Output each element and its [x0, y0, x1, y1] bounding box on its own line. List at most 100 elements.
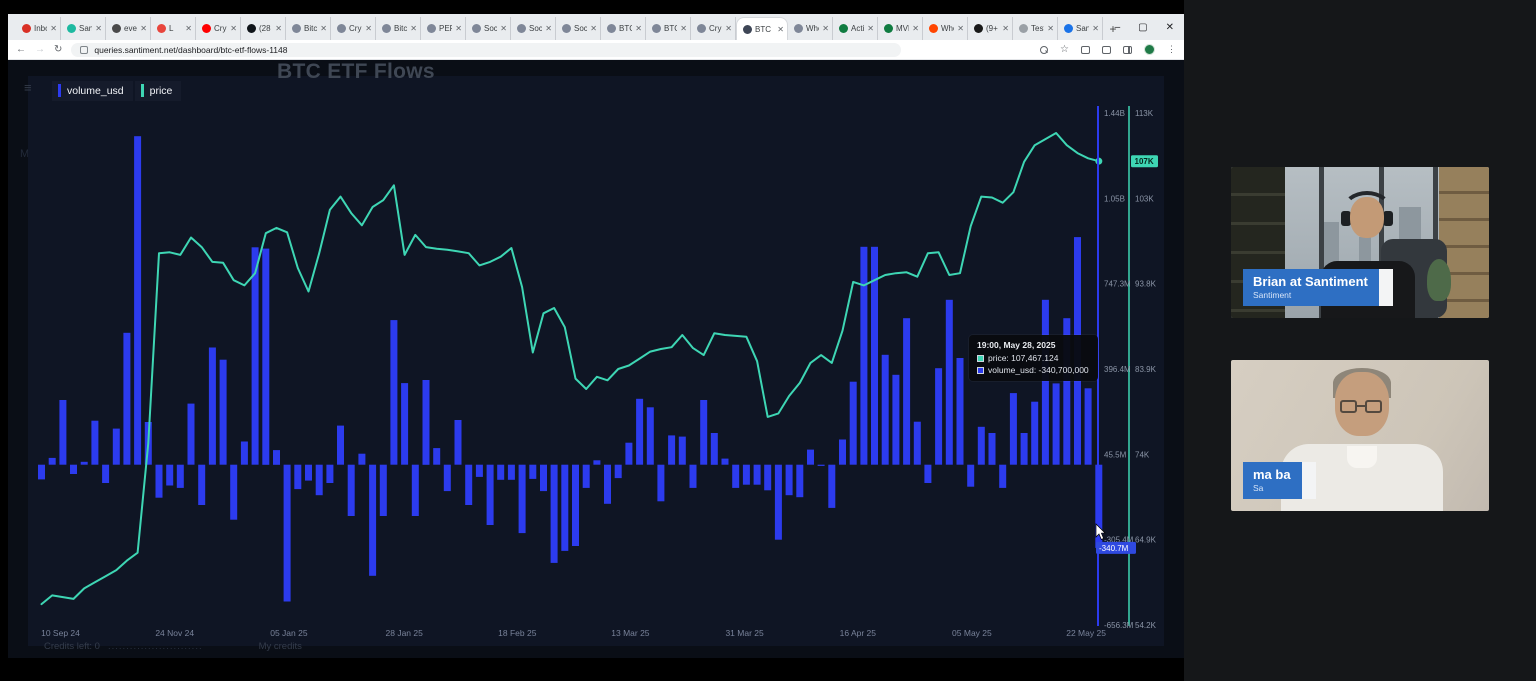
tab-close-icon[interactable]: ✕ — [500, 24, 507, 33]
browser-tab-btc[interactable]: BTC ✕ — [646, 17, 691, 40]
menu-kebab-icon[interactable]: ⋮ — [1167, 44, 1176, 54]
tab-close-icon[interactable]: ✕ — [410, 24, 417, 33]
volume-bar[interactable] — [561, 464, 569, 551]
tab-close-icon[interactable]: ✕ — [590, 24, 597, 33]
tab-close-icon[interactable]: ✕ — [455, 24, 462, 33]
volume-bar[interactable] — [475, 464, 483, 477]
volume-bar[interactable] — [80, 461, 88, 465]
volume-bar[interactable] — [614, 464, 622, 479]
volume-bar[interactable] — [123, 332, 131, 465]
volume-bar[interactable] — [1041, 299, 1049, 465]
browser-tab-(28[interactable]: (28 ✕ — [241, 17, 286, 40]
volume-bar[interactable] — [956, 358, 964, 465]
volume-bar[interactable] — [689, 464, 697, 488]
volume-bar[interactable] — [582, 464, 590, 488]
volume-bar[interactable] — [710, 433, 718, 465]
tab-close-icon[interactable]: ✕ — [140, 24, 147, 33]
volume-bar[interactable] — [913, 421, 921, 465]
volume-bar[interactable] — [518, 464, 526, 534]
tab-close-icon[interactable]: ✕ — [275, 24, 282, 33]
volume-bar[interactable] — [593, 460, 601, 465]
volume-bar[interactable] — [315, 464, 323, 496]
volume-bar[interactable] — [881, 354, 889, 465]
volume-bar[interactable] — [604, 464, 611, 504]
volume-bar[interactable] — [572, 464, 579, 546]
volume-bar[interactable] — [433, 448, 441, 465]
volume-bar[interactable] — [945, 299, 953, 465]
volume-bar[interactable] — [1084, 388, 1092, 465]
volume-bar[interactable] — [198, 464, 206, 505]
volume-bar[interactable] — [1009, 393, 1017, 465]
volume-bar[interactable] — [657, 464, 665, 502]
volume-bar[interactable] — [390, 320, 398, 465]
volume-bar[interactable] — [1031, 401, 1039, 465]
legend-chip-price[interactable]: price — [134, 81, 182, 101]
volume-bar[interactable] — [187, 403, 195, 465]
minimize-button[interactable]: – — [1114, 21, 1121, 33]
browser-tab-soci[interactable]: Soci✕ — [466, 17, 511, 40]
reload-button[interactable]: ↻ — [54, 44, 63, 55]
volume-bar[interactable] — [817, 464, 825, 466]
side-panel-icon[interactable] — [1123, 45, 1132, 54]
volume-bar[interactable] — [540, 464, 547, 492]
volume-bar[interactable] — [454, 420, 462, 465]
volume-bar[interactable] — [102, 464, 110, 483]
volume-bar[interactable] — [721, 458, 729, 465]
volume-bar[interactable] — [283, 464, 291, 602]
volume-bar[interactable] — [273, 450, 280, 465]
video-tile-ma[interactable]: ma ba Sa — [1231, 360, 1489, 511]
tab-close-icon[interactable]: ✕ — [185, 24, 192, 33]
browser-tab-cry[interactable]: Cry ✕ — [196, 17, 241, 40]
tab-close-icon[interactable]: ✕ — [365, 24, 372, 33]
volume-bar[interactable] — [753, 464, 761, 485]
tab-close-icon[interactable]: ✕ — [957, 24, 964, 33]
tab-close-icon[interactable]: ✕ — [1092, 24, 1099, 33]
volume-bar[interactable] — [700, 400, 708, 465]
my-credits-link[interactable]: My credits — [258, 641, 302, 652]
volume-bar[interactable] — [401, 383, 409, 465]
volume-bar[interactable] — [796, 464, 804, 498]
browser-tab-sant[interactable]: Sant✕ — [1058, 17, 1103, 40]
bookmark-star-icon[interactable]: ☆ — [1060, 43, 1069, 55]
tab-close-icon[interactable]: ✕ — [822, 24, 829, 33]
volume-bar[interactable] — [251, 247, 259, 465]
chart-svg[interactable]: 1.44B 1.05B 747.3M 396.4M 45.5M -305.4M -656.3… — [28, 76, 1164, 646]
volume-bar[interactable] — [625, 442, 633, 465]
volume-bar[interactable] — [860, 246, 868, 465]
tab-close-icon[interactable]: ✕ — [912, 24, 919, 33]
volume-bar[interactable] — [166, 464, 174, 486]
browser-tab-cryp[interactable]: Cryp✕ — [691, 17, 736, 40]
volume-bar[interactable] — [935, 368, 943, 465]
profile-avatar[interactable] — [1144, 44, 1155, 55]
zoom-icon[interactable] — [1040, 45, 1049, 54]
volume-bar[interactable] — [1020, 433, 1028, 465]
volume-bar[interactable] — [208, 347, 216, 465]
volume-bar[interactable] — [155, 464, 163, 498]
volume-bar[interactable] — [48, 457, 56, 465]
tab-close-icon[interactable]: ✕ — [320, 24, 327, 33]
volume-bar[interactable] — [999, 464, 1007, 488]
tab-close-icon[interactable]: ✕ — [545, 24, 552, 33]
volume-bar[interactable] — [112, 428, 120, 465]
browser-tab-pepe[interactable]: PEPE✕ — [421, 17, 466, 40]
volume-bar[interactable] — [262, 248, 270, 465]
volume-bar[interactable] — [91, 420, 99, 465]
volume-bar[interactable] — [636, 398, 644, 465]
browser-tab-(9+[interactable]: (9+ ✕ — [968, 17, 1013, 40]
browser-tab-soci[interactable]: Soci✕ — [556, 17, 601, 40]
address-bar[interactable]: queries.santiment.net/dashboard/btc-etf-… — [71, 42, 902, 57]
volume-bar[interactable] — [764, 464, 772, 491]
volume-bar[interactable] — [550, 464, 558, 563]
volume-bar[interactable] — [59, 400, 67, 465]
volume-bar[interactable] — [529, 464, 537, 479]
browser-tab-inbo[interactable]: Inbo✕ — [16, 17, 61, 40]
volume-bar[interactable] — [369, 464, 377, 576]
back-button[interactable]: ← — [16, 44, 26, 55]
browser-tab-sant[interactable]: Sant✕ — [61, 17, 106, 40]
browser-tab-whe[interactable]: Whe✕ — [788, 17, 833, 40]
tab-close-icon[interactable]: ✕ — [1002, 24, 1009, 33]
legend-chip-volume[interactable]: volume_usd — [52, 81, 133, 101]
browser-tab-cryp[interactable]: Cryp✕ — [331, 17, 376, 40]
volume-bar[interactable] — [892, 374, 900, 465]
volume-bar[interactable] — [305, 464, 312, 481]
